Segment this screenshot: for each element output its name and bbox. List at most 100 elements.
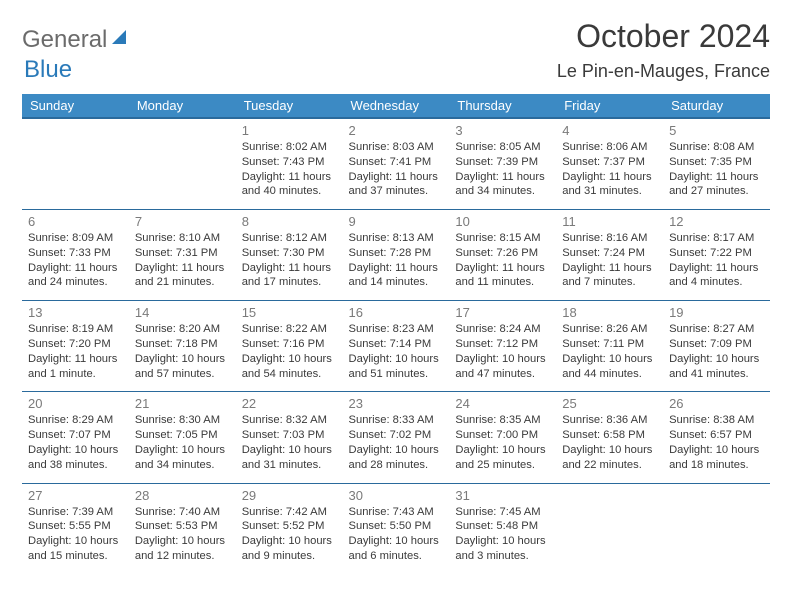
- calendar-day-cell: 22Sunrise: 8:32 AMSunset: 7:03 PMDayligh…: [236, 392, 343, 483]
- logo-sail-icon: [110, 28, 130, 53]
- day-number: 21: [135, 396, 230, 411]
- sunset-text: Sunset: 6:57 PM: [669, 428, 764, 443]
- sunrise-text: Sunrise: 8:19 AM: [28, 322, 123, 337]
- sunset-text: Sunset: 7:24 PM: [562, 246, 657, 261]
- day-info: Sunrise: 8:27 AMSunset: 7:09 PMDaylight:…: [669, 322, 764, 381]
- sunrise-text: Sunrise: 8:10 AM: [135, 231, 230, 246]
- daylight-text: Daylight: 10 hours and 12 minutes.: [135, 534, 230, 564]
- day-info: Sunrise: 8:12 AMSunset: 7:30 PMDaylight:…: [242, 231, 337, 290]
- calendar-day-cell: 13Sunrise: 8:19 AMSunset: 7:20 PMDayligh…: [22, 301, 129, 392]
- calendar-day-cell: 27Sunrise: 7:39 AMSunset: 5:55 PMDayligh…: [22, 483, 129, 574]
- day-number: 7: [135, 214, 230, 229]
- calendar-day-cell: 17Sunrise: 8:24 AMSunset: 7:12 PMDayligh…: [449, 301, 556, 392]
- calendar-day-cell: 11 Sunrise: 8:16 AMSunset: 7:24 PMDayligh…: [556, 210, 663, 301]
- weekday-header: Friday: [556, 94, 663, 118]
- calendar-day-cell: 12Sunrise: 8:17 AMSunset: 7:22 PMDayligh…: [663, 210, 770, 301]
- day-number: 19: [669, 305, 764, 320]
- sunrise-text: Sunrise: 8:23 AM: [349, 322, 444, 337]
- day-info: Sunrise: 8:15 AMSunset: 7:26 PMDaylight:…: [455, 231, 550, 290]
- daylight-text: Daylight: 10 hours and 38 minutes.: [28, 443, 123, 473]
- day-info: Sunrise: 8:02 AMSunset: 7:43 PMDaylight:…: [242, 140, 337, 199]
- daylight-text: Daylight: 11 hours and 1 minute.: [28, 352, 123, 382]
- title-block: October 2024 Le Pin-en-Mauges, France: [557, 18, 770, 82]
- calendar-day-cell: 25Sunrise: 8:36 AMSunset: 6:58 PMDayligh…: [556, 392, 663, 483]
- sunrise-text: Sunrise: 8:22 AM: [242, 322, 337, 337]
- location-subtitle: Le Pin-en-Mauges, France: [557, 61, 770, 82]
- calendar-day-cell: 24Sunrise: 8:35 AMSunset: 7:00 PMDayligh…: [449, 392, 556, 483]
- daylight-text: Daylight: 10 hours and 18 minutes.: [669, 443, 764, 473]
- day-number: 11: [562, 214, 657, 229]
- day-info: Sunrise: 8:23 AMSunset: 7:14 PMDaylight:…: [349, 322, 444, 381]
- sunrise-text: Sunrise: 8:26 AM: [562, 322, 657, 337]
- calendar-day-cell: 26 Sunrise: 8:38 AMSunset: 6:57 PMDayligh…: [663, 392, 770, 483]
- sunrise-text: Sunrise: 8:32 AM: [242, 413, 337, 428]
- day-number: 30: [349, 488, 444, 503]
- day-number: 29: [242, 488, 337, 503]
- sunrise-text: Sunrise: 8:36 AM: [562, 413, 657, 428]
- sunrise-text: Sunrise: 8:33 AM: [349, 413, 444, 428]
- sunset-text: Sunset: 7:31 PM: [135, 246, 230, 261]
- calendar-day-cell: 8Sunrise: 8:12 AMSunset: 7:30 PMDaylight…: [236, 210, 343, 301]
- day-number: 1: [242, 123, 337, 138]
- day-number: 14: [135, 305, 230, 320]
- sunset-text: Sunset: 6:58 PM: [562, 428, 657, 443]
- daylight-text: Daylight: 10 hours and 54 minutes.: [242, 352, 337, 382]
- daylight-text: Daylight: 11 hours and 27 minutes.: [669, 170, 764, 200]
- sunset-text: Sunset: 7:16 PM: [242, 337, 337, 352]
- sunset-text: Sunset: 7:30 PM: [242, 246, 337, 261]
- calendar-day-cell: 15 Sunrise: 8:22 AMSunset: 7:16 PMDayligh…: [236, 301, 343, 392]
- sunrise-text: Sunrise: 8:16 AM: [562, 231, 657, 246]
- daylight-text: Daylight: 11 hours and 4 minutes.: [669, 261, 764, 291]
- calendar-table: Sunday Monday Tuesday Wednesday Thursday…: [22, 94, 770, 574]
- calendar-day-cell: 6Sunrise: 8:09 AMSunset: 7:33 PMDaylight…: [22, 210, 129, 301]
- sunset-text: Sunset: 7:33 PM: [28, 246, 123, 261]
- calendar-day-cell: 19 Sunrise: 8:27 AMSunset: 7:09 PMDayligh…: [663, 301, 770, 392]
- sunrise-text: Sunrise: 8:27 AM: [669, 322, 764, 337]
- weekday-header: Tuesday: [236, 94, 343, 118]
- day-info: Sunrise: 8:03 AMSunset: 7:41 PMDaylight:…: [349, 140, 444, 199]
- day-info: Sunrise: 8:20 AMSunset: 7:18 PMDaylight:…: [135, 322, 230, 381]
- day-number: 28: [135, 488, 230, 503]
- brand-part-2: Blue: [24, 56, 72, 83]
- day-number: 18: [562, 305, 657, 320]
- day-number: 10: [455, 214, 550, 229]
- day-number: 15: [242, 305, 337, 320]
- sunset-text: Sunset: 7:28 PM: [349, 246, 444, 261]
- day-info: Sunrise: 8:22 AMSunset: 7:16 PMDaylight:…: [242, 322, 337, 381]
- daylight-text: Daylight: 10 hours and 25 minutes.: [455, 443, 550, 473]
- day-info: Sunrise: 8:30 AMSunset: 7:05 PMDaylight:…: [135, 413, 230, 472]
- sunrise-text: Sunrise: 8:03 AM: [349, 140, 444, 155]
- calendar-day-cell: [556, 483, 663, 574]
- day-number: 26: [669, 396, 764, 411]
- sunset-text: Sunset: 5:50 PM: [349, 519, 444, 534]
- day-info: Sunrise: 8:05 AMSunset: 7:39 PMDaylight:…: [455, 140, 550, 199]
- daylight-text: Daylight: 10 hours and 28 minutes.: [349, 443, 444, 473]
- sunset-text: Sunset: 7:35 PM: [669, 155, 764, 170]
- brand-logo: General: [22, 18, 132, 54]
- calendar-day-cell: 4Sunrise: 8:06 AMSunset: 7:37 PMDaylight…: [556, 118, 663, 210]
- calendar-day-cell: 29 Sunrise: 7:42 AMSunset: 5:52 PMDayligh…: [236, 483, 343, 574]
- day-info: Sunrise: 8:36 AMSunset: 6:58 PMDaylight:…: [562, 413, 657, 472]
- sunrise-text: Sunrise: 8:08 AM: [669, 140, 764, 155]
- daylight-text: Daylight: 11 hours and 7 minutes.: [562, 261, 657, 291]
- day-number: 27: [28, 488, 123, 503]
- daylight-text: Daylight: 11 hours and 21 minutes.: [135, 261, 230, 291]
- sunset-text: Sunset: 5:52 PM: [242, 519, 337, 534]
- day-info: Sunrise: 7:42 AMSunset: 5:52 PMDaylight:…: [242, 505, 337, 564]
- day-info: Sunrise: 7:43 AMSunset: 5:50 PMDaylight:…: [349, 505, 444, 564]
- day-number: 13: [28, 305, 123, 320]
- sunrise-text: Sunrise: 8:38 AM: [669, 413, 764, 428]
- daylight-text: Daylight: 10 hours and 6 minutes.: [349, 534, 444, 564]
- sunset-text: Sunset: 5:55 PM: [28, 519, 123, 534]
- day-info: Sunrise: 8:26 AMSunset: 7:11 PMDaylight:…: [562, 322, 657, 381]
- daylight-text: Daylight: 11 hours and 17 minutes.: [242, 261, 337, 291]
- calendar-day-cell: 30 Sunrise: 7:43 AMSunset: 5:50 PMDayligh…: [343, 483, 450, 574]
- sunrise-text: Sunrise: 8:29 AM: [28, 413, 123, 428]
- day-info: Sunrise: 8:10 AMSunset: 7:31 PMDaylight:…: [135, 231, 230, 290]
- daylight-text: Daylight: 10 hours and 44 minutes.: [562, 352, 657, 382]
- sunrise-text: Sunrise: 8:15 AM: [455, 231, 550, 246]
- calendar-day-cell: 10 Sunrise: 8:15 AMSunset: 7:26 PMDayligh…: [449, 210, 556, 301]
- sunrise-text: Sunrise: 8:24 AM: [455, 322, 550, 337]
- day-info: Sunrise: 8:38 AMSunset: 6:57 PMDaylight:…: [669, 413, 764, 472]
- day-info: Sunrise: 7:40 AMSunset: 5:53 PMDaylight:…: [135, 505, 230, 564]
